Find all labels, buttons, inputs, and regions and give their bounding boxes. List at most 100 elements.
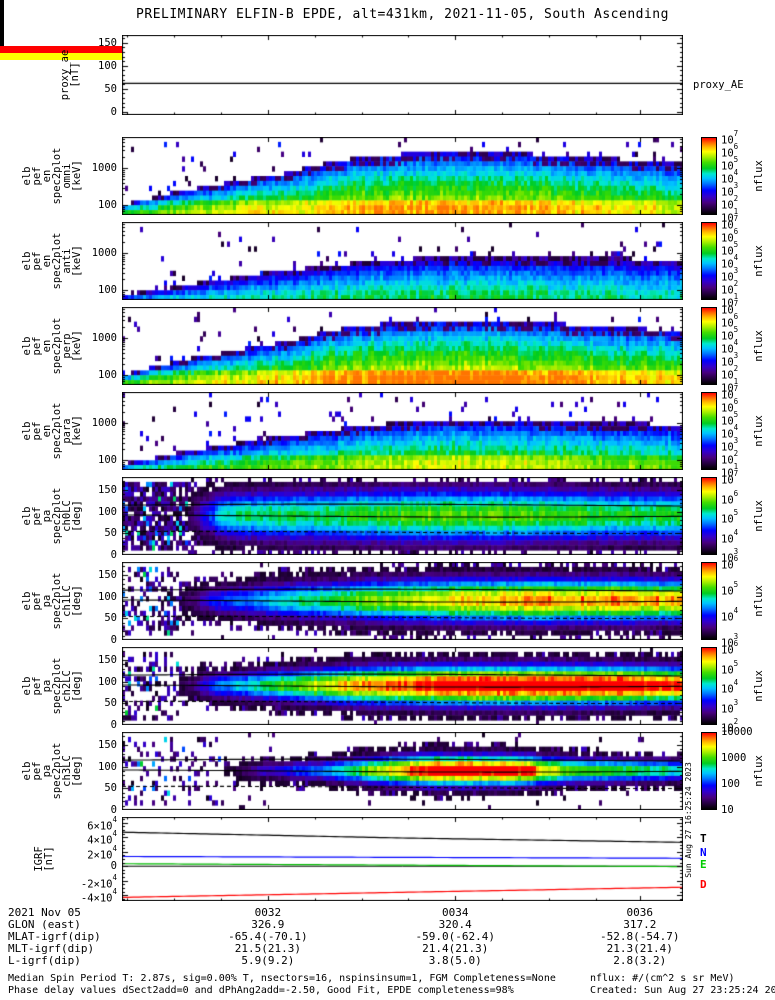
ytick-elb_pef_pa_spec2plot_ch2LC-0: 0 [110,719,117,731]
colorbar-label-elb_pef_pa_spec2plot_ch0LC-5: 105 [721,508,739,526]
colorbar-label-elb_pef_en_spec2plot_anti-6: 106 [721,227,739,245]
ytick-elb_pef_pa_spec2plot_ch1LC-150: 150 [98,569,117,581]
colorbar-label-elb_pef_en_spec2plot_omni-1: 101 [721,207,739,225]
exponent: 1 [733,377,739,386]
colorbar-title-elb_pef_pa_spec2plot_ch2LC: nflux [753,670,765,702]
colorbar-elb_pef_pa_spec2plot_ch2LC [701,647,717,725]
colorbar-title-elb_pef_pa_spec2plot_ch0LC: nflux [753,500,765,532]
exponent: 5 [733,658,739,668]
colorbar-elb_pef_en_spec2plot_para [701,392,717,470]
axis-col-1-row-2: -59.0(-62.4) [415,930,495,943]
axis-col-2-row-2: -52.8(-54.7) [600,930,680,943]
ylabel-elb_pef_en_spec2plot_para: elb pef en spec2plot para [keV] [21,402,83,460]
axis-col-2-row-4: 2.8(3.2) [613,954,667,967]
colorbar-label-elb_pef_pa_spec2plot_ch0LC-6: 106 [721,488,739,506]
panel-canvas-elb_pef_pa_spec2plot_ch3LC [122,732,683,810]
colorbar-label-elb_pef_en_spec2plot_para-6: 106 [721,397,739,415]
colorbar-label-elb_pef_en_spec2plot_perp-3: 103 [721,351,739,369]
exponent: 5 [733,580,739,589]
ytick-elb_pef_pa_spec2plot_ch1LC-100: 100 [98,590,117,603]
exponent: 6 [733,488,739,498]
exponent: 7 [733,299,739,308]
exponent: 1 [733,207,739,216]
axis-col-1-row-1: 320.4 [438,918,472,931]
exponent: 6 [733,639,739,648]
colorbar-tick [0,29,4,30]
colorbar-tick [0,3,4,4]
exponent: 3 [733,632,739,641]
colorbar-tick [0,13,4,14]
ytick-elb_pef_pa_spec2plot_ch1LC-0: 0 [110,634,117,646]
footer-flux-units: nflux: #/(cm^2 s sr MeV) [590,973,735,984]
axis-row-date: 2021 Nov 05 [8,906,81,919]
exponent: 4 [112,843,117,853]
exponent: 3 [733,351,739,360]
colorbar-tick [0,14,4,15]
colorbar-label-elb_pef_pa_spec2plot_ch2LC-5: 105 [721,658,739,676]
ytick-elb_pef_pa_spec2plot_ch0LC-50: 50 [104,527,117,540]
colorbar-label-elb_pef_en_spec2plot_omni-6: 106 [721,142,739,160]
colorbar-title-elb_pef_en_spec2plot_omni: nflux [753,160,765,192]
igrf-legend-T: T [700,832,707,845]
colorbar-label-elb_pef_en_spec2plot_omni-5: 105 [721,155,739,173]
axis-col-2-row-3: 21.3(21.4) [606,942,673,955]
exponent: 3 [733,266,739,275]
footer-phase-info: Phase delay values dSect2add=0 and dPhAn… [8,985,514,996]
colorbar-label-elb_pef_pa_spec2plot_ch0LC-4: 104 [721,527,739,545]
panel-canvas-IGRF [122,817,683,901]
exponent: 4 [733,606,739,615]
ytick-elb_pef_pa_spec2plot_ch0LC-0: 0 [110,549,117,561]
exponent: 6 [733,142,739,151]
exponent: 4 [733,678,739,687]
colorbar-tick [0,15,4,16]
colorbar-title-elb_pef_en_spec2plot_para: nflux [753,415,765,447]
colorbar-elb_pef_pa_spec2plot_ch0LC [701,477,717,555]
colorbar-tick [0,19,4,20]
colorbar-tick [0,0,4,1]
axis-row-mlat: MLAT-igrf(dip) [8,930,101,943]
colorbar-tick [0,39,4,40]
axis-row-lshell: L-igrf(dip) [8,954,81,967]
colorbar-tick [0,28,4,29]
ytick-proxy_ae-100: 100 [98,59,117,72]
exponent: 4 [112,872,117,882]
colorbar-tick [0,27,4,28]
ytick-elb_pef_pa_spec2plot_ch2LC-100: 100 [98,675,117,688]
colorbar-tick [0,43,4,44]
ylabel-elb_pef_en_spec2plot_omni: elb pef en spec2plot omni [keV] [21,147,83,205]
ytick-IGRF-0: 0 [110,860,117,873]
colorbar-tick [0,7,4,8]
colorbar-label-elb_pef_pa_spec2plot_ch1LC-3: 103 [721,632,739,650]
exponent: 5 [733,155,739,164]
ytick-proxy_ae-150: 150 [98,36,117,49]
colorbar-tick [0,11,4,12]
colorbar-label-elb_pef_pa_spec2plot_ch0LC-7: 107 [721,469,739,487]
panel-canvas-elb_pef_en_spec2plot_perp [122,307,683,385]
colorbar-tick [0,1,4,2]
ytick-elb_pef_en_spec2plot_para-100: 100 [98,454,117,467]
exponent: 2 [733,717,739,726]
colorbar-label-elb_pef_en_spec2plot_omni-2: 102 [721,194,739,212]
exponent: 6 [733,397,739,406]
axis-col-1-row-4: 3.8(5.0) [428,954,482,967]
exponent: 4 [112,814,117,824]
colorbar-label-elb_pef_pa_spec2plot_ch3LC-3: 1000 [721,752,747,764]
exponent: 3 [733,436,739,445]
colorbar-tick [0,5,4,6]
ytick-elb_pef_en_spec2plot_omni-1000: 1000 [91,162,117,175]
colorbar-elb_pef_en_spec2plot_anti [701,222,717,300]
ytick-proxy_ae-0: 0 [110,105,117,118]
colorbar-tick [0,10,4,11]
colorbar-tick [0,38,4,39]
colorbar-label-elb_pef_pa_spec2plot_ch1LC-6: 106 [721,554,739,572]
colorbar-label-elb_pef_en_spec2plot_omni-7: 107 [721,129,739,147]
colorbar-tick [0,37,4,38]
ytick-IGRF--40000: -4×104 [80,887,117,905]
colorbar-tick [0,4,4,5]
ytick-elb_pef_en_spec2plot_perp-100: 100 [98,369,117,382]
exponent: 5 [733,325,739,334]
proxy-ae-right-label: proxy_AE [693,79,744,91]
ytick-elb_pef_pa_spec2plot_ch2LC-150: 150 [98,654,117,666]
colorbar-tick [0,22,4,23]
